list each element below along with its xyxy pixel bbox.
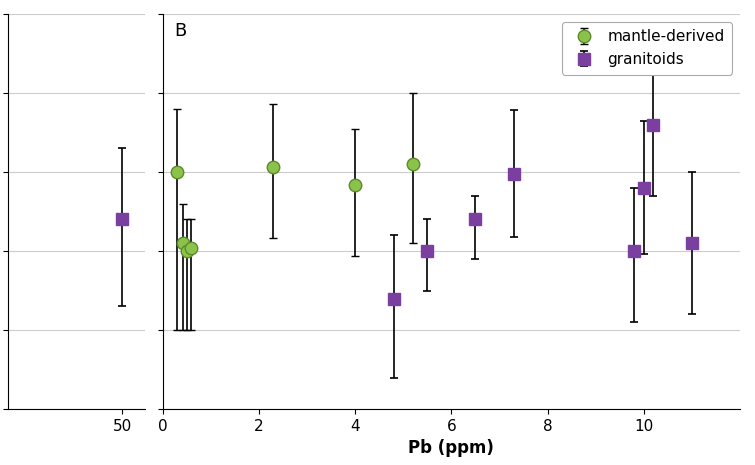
Legend: mantle-derived, granitoids: mantle-derived, granitoids <box>562 21 732 74</box>
X-axis label: Pb (ppm): Pb (ppm) <box>408 439 495 458</box>
Text: B: B <box>174 22 186 40</box>
